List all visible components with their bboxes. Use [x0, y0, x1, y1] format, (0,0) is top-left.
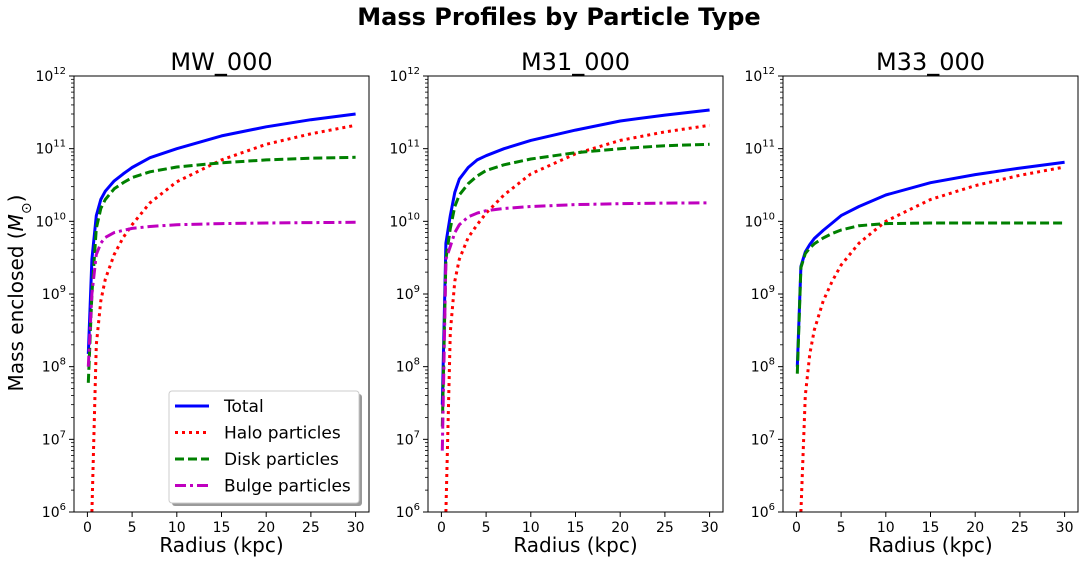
panel-series: [86, 112, 356, 512]
y-tick-label: 106: [42, 502, 66, 521]
series-line-halo-particles: [444, 123, 710, 512]
x-axis-label: Radius (kpc): [868, 533, 992, 557]
x-tick-label: 20: [966, 520, 984, 536]
x-tick-label: 10: [522, 520, 540, 536]
y-tick-label: 1011: [389, 139, 420, 158]
plot-frame: [782, 75, 1079, 513]
y-axis-label-unit: M: [4, 214, 28, 231]
y-tick-label: 1011: [35, 139, 66, 158]
x-tick-label: 25: [1011, 520, 1029, 536]
legend-box: [168, 390, 360, 504]
series-line-bulge-particles: [440, 201, 710, 451]
y-tick-label: 109: [751, 284, 775, 303]
series-line-disk-particles: [440, 142, 710, 427]
x-tick-label: 10: [168, 520, 186, 536]
x-tick-label: 30: [1056, 520, 1074, 536]
series-line-total: [440, 108, 710, 405]
legend-entry-label: Bulge particles: [224, 477, 351, 497]
x-tick-label: 5: [482, 520, 491, 536]
y-axis-label-text: Mass enclosed: [4, 246, 28, 392]
panel-1: MW_000 0 5 10 15 20 25 30 Radius (kpc) 106 107 108 1…: [35, 48, 370, 557]
x-tick-label: 5: [837, 520, 846, 536]
legend-entry-label: Halo particles: [224, 424, 341, 444]
panel-series: [795, 160, 1065, 512]
x-tick-label: 15: [922, 520, 940, 536]
y-tick-label: 106: [751, 502, 775, 521]
y-axis-label: Mass enclosed (M⊙): [4, 195, 35, 392]
x-tick-label: 10: [877, 520, 895, 536]
y-tick-label: 1012: [389, 66, 420, 85]
panel-series: [440, 108, 710, 512]
y-tick-label: 108: [396, 357, 420, 376]
plot-frame: [427, 75, 724, 513]
series-line-halo-particles: [799, 165, 1065, 512]
series-line-total: [86, 112, 356, 354]
figure-title: Mass Profiles by Particle Type: [357, 3, 760, 31]
y-tick-label: 1012: [35, 66, 66, 85]
y-tick-label: 1010: [744, 211, 775, 230]
x-tick-label: 15: [567, 520, 585, 536]
y-tick-label: 106: [396, 502, 420, 521]
panel-title: M33_000: [876, 48, 985, 76]
x-tick-label: 15: [213, 520, 231, 536]
series-line-halo-particles: [90, 123, 356, 512]
y-tick-label: 1011: [744, 139, 775, 158]
x-tick-label: 20: [611, 520, 629, 536]
panel-2: M31_000 0 5 10 15 20 25 30 Radius (kpc) 106 107 108…: [389, 48, 724, 557]
x-tick-label: 5: [128, 520, 137, 536]
y-tick-label: 107: [751, 429, 775, 448]
legend-entry-label: Total: [223, 397, 264, 417]
x-tick-label: 0: [437, 520, 446, 536]
y-tick-label: 107: [42, 429, 66, 448]
x-tick-label: 25: [656, 520, 674, 536]
y-tick-label: 109: [42, 284, 66, 303]
panel-title: M31_000: [521, 48, 630, 76]
x-tick-label: 30: [347, 520, 365, 536]
x-tick-label: 0: [83, 520, 92, 536]
legend: Total Halo particles Disk particles Bulge p…: [168, 390, 362, 506]
panel-title: MW_000: [170, 48, 272, 76]
y-tick-label: 1010: [35, 211, 66, 230]
y-axis-label-sub: ⊙: [19, 202, 35, 214]
panel-3: M33_000 0 5 10 15 20 25 30 Radius (kpc) 106 107 108…: [744, 48, 1079, 557]
x-tick-label: 25: [302, 520, 320, 536]
x-axis-label: Radius (kpc): [159, 533, 283, 557]
y-tick-label: 1012: [744, 66, 775, 85]
y-tick-label: 1010: [389, 211, 420, 230]
series-line-disk-particles: [86, 155, 356, 383]
series-line-bulge-particles: [86, 220, 356, 367]
x-axis-label: Radius (kpc): [513, 533, 637, 557]
y-tick-label: 109: [396, 284, 420, 303]
x-tick-label: 20: [257, 520, 275, 536]
legend-entry-label: Disk particles: [224, 450, 339, 470]
x-tick-label: 30: [701, 520, 719, 536]
y-tick-label: 108: [42, 357, 66, 376]
x-tick-label: 0: [792, 520, 801, 536]
y-tick-label: 108: [751, 357, 775, 376]
series-line-disk-particles: [795, 221, 1065, 374]
y-tick-label: 107: [396, 429, 420, 448]
panels: MW_000 0 5 10 15 20 25 30 Radius (kpc) 106 107 108 1…: [35, 48, 1079, 557]
series-line-total: [795, 160, 1065, 367]
